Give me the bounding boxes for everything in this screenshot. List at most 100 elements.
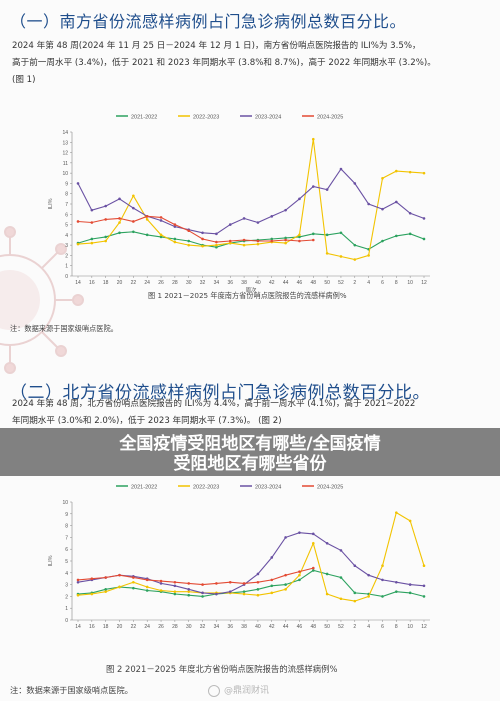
x-tick-label: 12 <box>421 624 427 630</box>
legend-label: 2023-2024 <box>255 115 281 121</box>
data-point <box>173 240 177 244</box>
data-point <box>132 230 135 234</box>
south-ili-chart: 2021-2022 2022-2023 2023-2024 2024-20250123… <box>48 115 430 294</box>
y-axis-label: ILI% <box>48 555 54 566</box>
data-point <box>90 592 94 596</box>
y-tick-label: 6 <box>65 547 68 553</box>
data-point <box>395 590 398 593</box>
chart-legend: 2021-2022 2022-2023 2023-2024 2024-2025 <box>116 485 343 491</box>
x-axis-label: 周次 <box>245 286 257 294</box>
data-point <box>353 182 357 185</box>
data-point <box>145 233 149 237</box>
legend-label: 2023-2024 <box>255 485 281 491</box>
data-point <box>187 593 191 597</box>
data-point <box>201 237 204 241</box>
data-point <box>242 238 246 242</box>
data-point <box>353 591 357 595</box>
section-2-paragraph: 2024 年第 48 周，北方省份哨点医院报告的 ILI%为 4.4%，高于前一… <box>12 399 416 426</box>
section-1-paragraph: 2024 年第 48 周(2024 年 11 月 25 日－2024 年 12 … <box>12 41 436 85</box>
data-point <box>187 229 191 233</box>
data-point <box>228 241 232 245</box>
series-line <box>77 569 425 597</box>
x-tick-label: 46 <box>297 280 303 286</box>
x-tick-label: 32 <box>200 280 206 286</box>
data-point <box>215 592 218 596</box>
watermark-text: @鼎润财讯 <box>224 686 270 696</box>
data-point <box>422 171 426 175</box>
data-point <box>284 573 287 577</box>
data-point <box>381 176 384 180</box>
data-point <box>90 577 94 580</box>
data-point <box>395 511 398 514</box>
y-tick-label: 14 <box>62 130 68 136</box>
data-point <box>90 208 94 212</box>
figure-1-note: 注：数据来源于国家级哨点医院。 <box>10 324 118 333</box>
data-point <box>104 218 107 221</box>
weibo-icon <box>208 684 220 697</box>
x-tick-label: 44 <box>283 280 289 286</box>
data-point <box>76 580 80 584</box>
data-point <box>311 542 315 545</box>
y-tick-label: 7 <box>65 535 68 541</box>
x-tick-label: 48 <box>310 624 316 630</box>
data-point <box>159 219 163 222</box>
y-tick-label: 1 <box>65 606 68 612</box>
data-point <box>270 239 274 243</box>
series-line <box>77 511 425 602</box>
series-line <box>77 168 425 235</box>
legend-label: 2024-2025 <box>317 485 343 491</box>
data-point <box>408 591 412 595</box>
data-point <box>339 549 343 552</box>
data-point <box>311 137 315 141</box>
legend-label: 2021-2022 <box>131 485 157 491</box>
x-tick-label: 18 <box>103 624 109 630</box>
data-point <box>159 579 163 583</box>
data-point <box>395 580 398 584</box>
data-point <box>284 208 287 212</box>
data-point <box>145 578 149 582</box>
data-point <box>298 531 301 534</box>
data-point <box>145 215 149 218</box>
data-point <box>339 576 343 579</box>
data-point <box>422 217 426 220</box>
data-point <box>201 244 204 248</box>
data-point <box>159 582 163 585</box>
figure-1-caption: 图 1 2021－2025 年度南方省份哨点医院报告的流感样病例% <box>148 291 347 300</box>
x-tick-label: 22 <box>131 624 137 630</box>
x-tick-label: 30 <box>186 624 192 630</box>
data-point <box>76 220 80 223</box>
data-point <box>311 238 315 242</box>
figure-2-note: 注：数据来源于国家级哨点医院。 <box>10 685 133 695</box>
data-point <box>118 231 121 235</box>
data-point <box>381 578 384 582</box>
y-tick-label: 11 <box>63 161 68 167</box>
data-point <box>284 238 287 242</box>
data-point <box>408 170 412 174</box>
y-tick-label: 5 <box>65 559 68 565</box>
data-point <box>325 188 329 191</box>
overlay-title: 全国疫情受阻地区有哪些/全国疫情 受阻地区有哪些省份 <box>119 434 381 474</box>
series-line <box>77 532 425 595</box>
data-point <box>215 240 218 244</box>
data-point <box>173 580 177 584</box>
y-tick-label: 3 <box>65 583 68 589</box>
x-tick-label: 4 <box>367 280 370 286</box>
chart-legend: 2021-2022 2022-2023 2023-2024 2024-2025 <box>116 115 343 121</box>
data-point <box>298 239 301 243</box>
data-point <box>242 582 246 585</box>
y-tick-label: 8 <box>65 192 68 198</box>
data-point <box>270 215 274 218</box>
data-point <box>298 578 301 582</box>
y-tick-label: 5 <box>65 223 68 229</box>
x-tick-label: 50 <box>324 624 330 630</box>
legend-label: 2022-2023 <box>193 485 219 491</box>
x-tick-label: 32 <box>200 624 206 630</box>
series-2023-2024 <box>76 167 426 236</box>
data-point <box>325 233 329 237</box>
x-tick-label: 8 <box>395 280 398 286</box>
data-point <box>367 254 370 257</box>
data-point <box>145 585 149 589</box>
series-2022-2023 <box>76 511 426 603</box>
data-point <box>256 588 260 591</box>
x-tick-label: 26 <box>158 280 164 286</box>
